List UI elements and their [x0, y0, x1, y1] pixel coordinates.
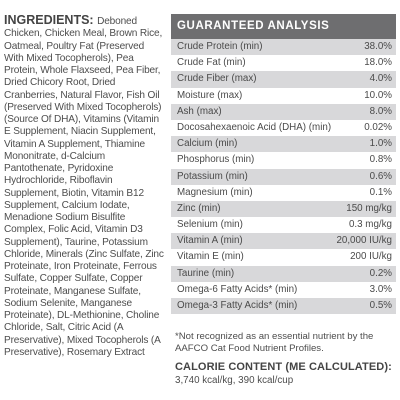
nutrient-value: 8.0%	[369, 105, 392, 117]
footnote: *Not recognized as an essential nutrient…	[175, 331, 374, 354]
nutrient-value: 200 IU/kg	[350, 251, 392, 263]
nutrient-value: 18.0%	[364, 57, 392, 69]
nutrient-name: Ash (max)	[177, 105, 222, 117]
nutrient-name: Phosphorus (min)	[177, 154, 255, 166]
table-row: Moisture (max) 10.0%	[171, 87, 396, 104]
table-row: Taurine (min) 0.2%	[171, 265, 396, 282]
nutrient-name: Potassium (min)	[177, 170, 248, 182]
table-row: Ash (max) 8.0%	[171, 103, 396, 120]
ingredients-section: INGREDIENTS: Deboned Chicken, Chicken Me…	[4, 14, 164, 359]
nutrient-value: 0.8%	[369, 154, 392, 166]
nutrient-name: Omega-3 Fatty Acids* (min)	[177, 300, 298, 311]
guaranteed-analysis-table: GUARANTEED ANALYSIS Crude Protein (min) 3…	[171, 14, 396, 386]
nutrient-value: 20,000 IU/kg	[336, 235, 392, 247]
table-row: Magnesium (min) 0.1%	[171, 184, 396, 201]
nutrient-value: 0.02%	[364, 121, 392, 133]
table-row: Vitamin E (min) 200 IU/kg	[171, 249, 396, 266]
table-row: Crude Fat (min) 18.0%	[171, 55, 396, 72]
table-row: Docosahexaenoic Acid (DHA) (min) 0.02%	[171, 119, 396, 137]
nutrient-name: Moisture (max)	[177, 89, 243, 101]
ingredients-text: Deboned Chicken, Chicken Meal, Brown Ric…	[4, 16, 164, 358]
analysis-title: GUARANTEED ANALYSIS	[171, 14, 396, 39]
nutrient-name: Calcium (min)	[177, 138, 238, 150]
nutrient-value: 1.0%	[369, 138, 392, 150]
nutrient-name: Crude Fat (min)	[177, 57, 246, 69]
ingredients-label: INGREDIENTS:	[4, 13, 98, 27]
table-row: Crude Fiber (max) 4.0%	[171, 71, 396, 88]
nutrient-name: Zinc (min)	[177, 202, 221, 214]
table-row: Zinc (min) 150 mg/kg	[171, 200, 396, 218]
table-row: Crude Protein (min) 38.0%	[171, 39, 396, 56]
table-row: Calcium (min) 1.0%	[171, 136, 396, 153]
table-row: Vitamin A (min) 20,000 IU/kg	[171, 233, 396, 250]
nutrient-name: Docosahexaenoic Acid (DHA) (min)	[177, 121, 332, 133]
calorie-content-title: CALORIE CONTENT (ME CALCULATED):	[175, 360, 392, 373]
nutrient-value: 0.5%	[369, 300, 392, 311]
nutrient-value: 10.0%	[364, 89, 392, 101]
nutrient-name: Taurine (min)	[177, 267, 235, 279]
table-row: Selenium (min) 0.3 mg/kg	[171, 217, 396, 234]
nutrient-value: 0.2%	[369, 267, 392, 279]
nutrient-value: 150 mg/kg	[346, 202, 392, 214]
analysis-rows: Crude Protein (min) 38.0% Crude Fat (min) 1…	[171, 39, 396, 315]
calorie-content-value: 3,740 kcal/kg, 390 kcal/cup	[175, 374, 294, 386]
nutrient-value: 38.0%	[364, 41, 392, 52]
nutrient-name: Crude Protein (min)	[177, 41, 263, 52]
table-row: Potassium (min) 0.6%	[171, 168, 396, 185]
table-row: Omega-3 Fatty Acids* (min) 0.5%	[171, 298, 396, 315]
nutrient-value: 0.1%	[369, 186, 392, 198]
nutrient-value: 0.6%	[369, 170, 392, 182]
nutrient-name: Crude Fiber (max)	[177, 73, 257, 85]
nutrient-name: Magnesium (min)	[177, 186, 253, 198]
nutrient-value: 4.0%	[369, 73, 392, 85]
nutrient-name: Vitamin A (min)	[177, 235, 243, 247]
table-row: Phosphorus (min) 0.8%	[171, 152, 396, 169]
table-row: Omega-6 Fatty Acids* (min) 3.0%	[171, 281, 396, 298]
nutrient-name: Vitamin E (min)	[177, 251, 244, 263]
nutrient-name: Omega-6 Fatty Acids* (min)	[177, 283, 298, 295]
nutrient-value: 0.3 mg/kg	[348, 219, 392, 231]
nutrient-value: 3.0%	[369, 283, 392, 295]
nutrient-name: Selenium (min)	[177, 219, 243, 231]
